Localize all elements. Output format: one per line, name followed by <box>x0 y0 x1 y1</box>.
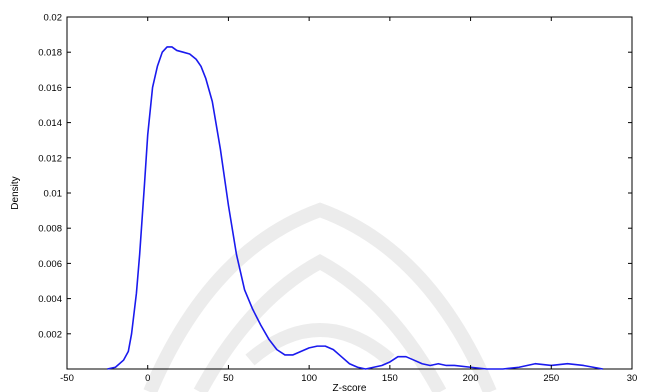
x-tick-label: 100 <box>301 373 317 384</box>
x-tick-label: 0 <box>145 373 150 384</box>
x-tick-label: 30 <box>627 373 638 384</box>
density-curve <box>107 46 604 370</box>
y-axis-label: Density <box>10 176 21 209</box>
x-axis: -50 0 50 100 150 200 250 30 <box>60 17 637 384</box>
y-tick-label: 0.004 <box>38 294 62 305</box>
y-tick-label: 0.012 <box>38 153 62 164</box>
watermark-emblem <box>143 202 497 392</box>
x-tick-label: 200 <box>463 373 479 384</box>
y-tick-label: 0.018 <box>38 48 62 59</box>
y-tick-label: 0.01 <box>44 189 63 200</box>
y-tick-label: 0.002 <box>38 329 62 340</box>
plot-frame <box>66 16 633 370</box>
x-tick-label: 50 <box>223 373 234 384</box>
x-axis-label: Z-score <box>333 383 367 392</box>
x-tick-label: -50 <box>60 373 74 384</box>
x-tick-label: 250 <box>543 373 559 384</box>
x-tick-label: 150 <box>382 373 398 384</box>
y-tick-label: 0.008 <box>38 224 62 235</box>
y-tick-label: 0.006 <box>38 259 62 270</box>
y-tick-label: 0.016 <box>38 83 62 94</box>
y-axis: 0.002 0.004 0.006 0.008 0.01 0.012 0.014 0.016 0… <box>38 13 632 370</box>
y-tick-label: 0.02 <box>44 13 63 24</box>
plot-area <box>66 16 633 370</box>
y-tick-label: 0.014 <box>38 118 62 129</box>
